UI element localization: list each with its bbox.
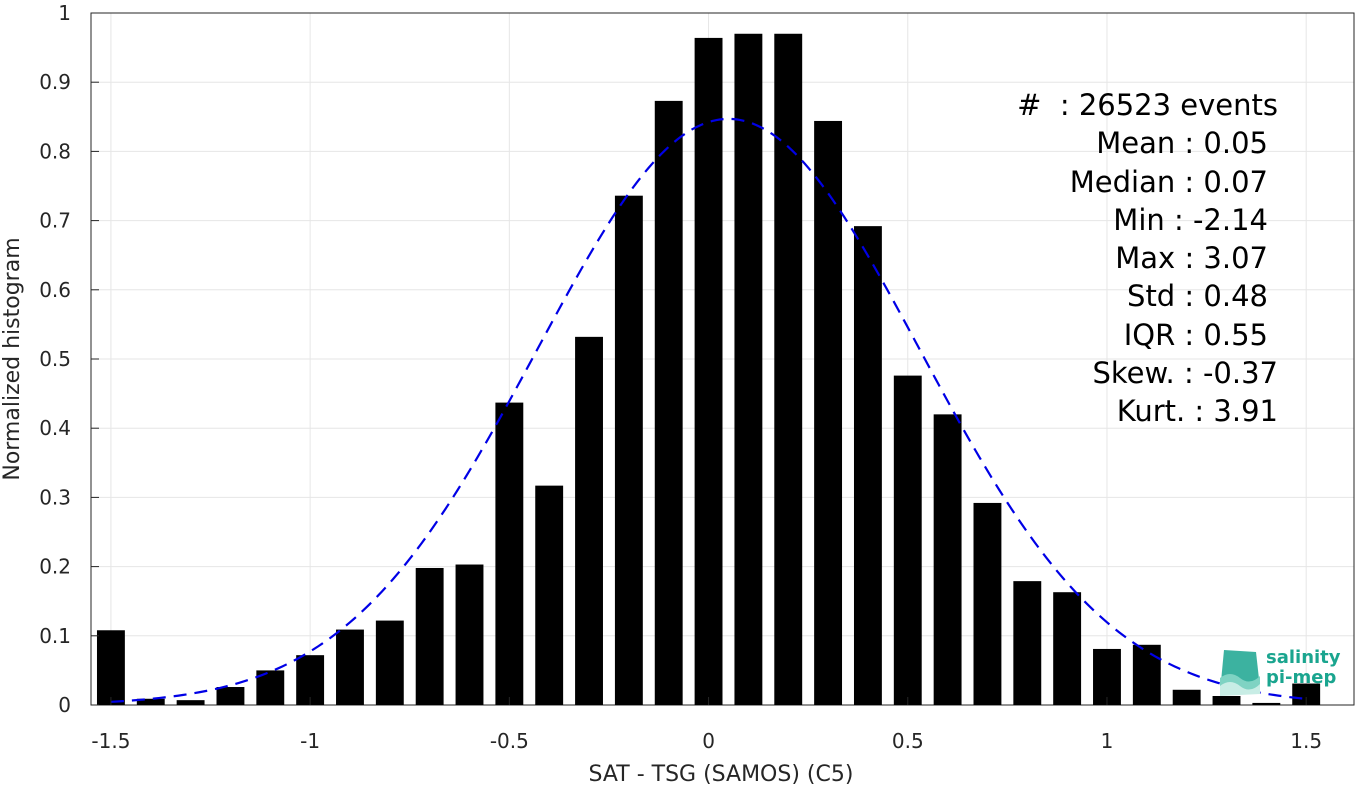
histogram-bar (814, 120, 843, 705)
histogram-bar (1013, 581, 1042, 705)
stat-skew: Skew. : -0.37 (1092, 356, 1278, 391)
y-tick-label: 0.1 (39, 624, 71, 648)
histogram-bar (654, 100, 683, 705)
y-tick-label: 0.8 (39, 139, 71, 163)
histogram-bar (1292, 683, 1321, 705)
logo-line1: salinity (1266, 647, 1341, 668)
y-tick-label: 1 (58, 1, 71, 25)
x-tick-label: 0.5 (892, 729, 924, 753)
x-tick-label: 1 (1101, 729, 1114, 753)
histogram-bar (375, 620, 404, 705)
x-axis-label: SAT - TSG (SAMOS) (C5) (589, 762, 854, 785)
histogram-bar (853, 226, 882, 706)
salinity-pi-mep-logo: salinity pi-mep (1216, 646, 1346, 696)
statistics-box: # : 26523 events Mean : 0.05 Median : 0.… (1017, 86, 1278, 431)
histogram-bar (1212, 696, 1241, 705)
stat-min: Min : -2.14 (1113, 202, 1268, 237)
histogram-bar (176, 700, 205, 705)
histogram-bar (1093, 648, 1121, 705)
x-tick-label: 0 (702, 729, 715, 753)
x-tick-label: 1.5 (1290, 729, 1322, 753)
histogram-bar (575, 336, 603, 705)
histogram-bar (973, 502, 1002, 705)
y-tick-label: 0.2 (39, 555, 71, 579)
stat-mean: Mean : 0.05 (1096, 126, 1268, 161)
histogram-bar (136, 698, 165, 705)
ticks: -1.5 -1 -0.5 0 0.5 1 1.5 0 0.1 0.2 0.3 0.4 0.5 0.6 0.7… (39, 1, 1322, 753)
histogram-bar (415, 567, 444, 705)
histogram-bar (1053, 592, 1082, 705)
histogram-bar (455, 564, 484, 705)
histogram-bar (336, 629, 364, 705)
histogram-bar (893, 375, 922, 705)
stat-std: Std : 0.48 (1127, 279, 1268, 314)
x-tick-label: -0.5 (490, 729, 529, 753)
histogram-bar (535, 485, 564, 705)
histogram-bar (216, 687, 245, 705)
y-tick-label: 0.6 (39, 278, 71, 302)
logo-text: salinity pi-mep (1266, 648, 1341, 688)
bars (96, 33, 1321, 706)
histogram-bar (495, 402, 524, 705)
histogram-bar (614, 195, 643, 706)
stat-events: # : 26523 events (1017, 88, 1278, 122)
histogram-bar (933, 414, 962, 705)
logo-line2: pi-mep (1266, 667, 1337, 688)
stat-median: Median : 0.07 (1069, 164, 1268, 199)
y-tick-label: 0.7 (39, 209, 71, 233)
y-tick-label: 0.3 (39, 485, 71, 509)
histogram-bar (1132, 644, 1161, 705)
stat-max: Max : 3.07 (1115, 241, 1268, 276)
histogram-bar (734, 33, 763, 705)
histogram-bar (96, 630, 125, 705)
x-tick-label: -1.5 (91, 729, 130, 753)
x-tick-label: -1 (300, 729, 320, 753)
histogram-bar (694, 37, 723, 706)
y-tick-label: 0.5 (39, 347, 71, 371)
y-tick-label: 0 (58, 693, 71, 717)
histogram-bar (1172, 689, 1201, 705)
y-axis-label: Normalized histogram (0, 237, 25, 480)
stat-iqr: IQR : 0.55 (1123, 317, 1268, 352)
histogram-bar (296, 655, 325, 705)
gaussian-fit-curve (110, 117, 1307, 703)
waves-icon (1220, 650, 1260, 696)
histogram-bar (1252, 702, 1281, 705)
y-tick-label: 0.9 (39, 70, 71, 94)
histogram-bar (774, 33, 803, 705)
y-tick-label: 0.4 (39, 416, 71, 440)
stat-kurt: Kurt. : 3.91 (1116, 394, 1278, 429)
